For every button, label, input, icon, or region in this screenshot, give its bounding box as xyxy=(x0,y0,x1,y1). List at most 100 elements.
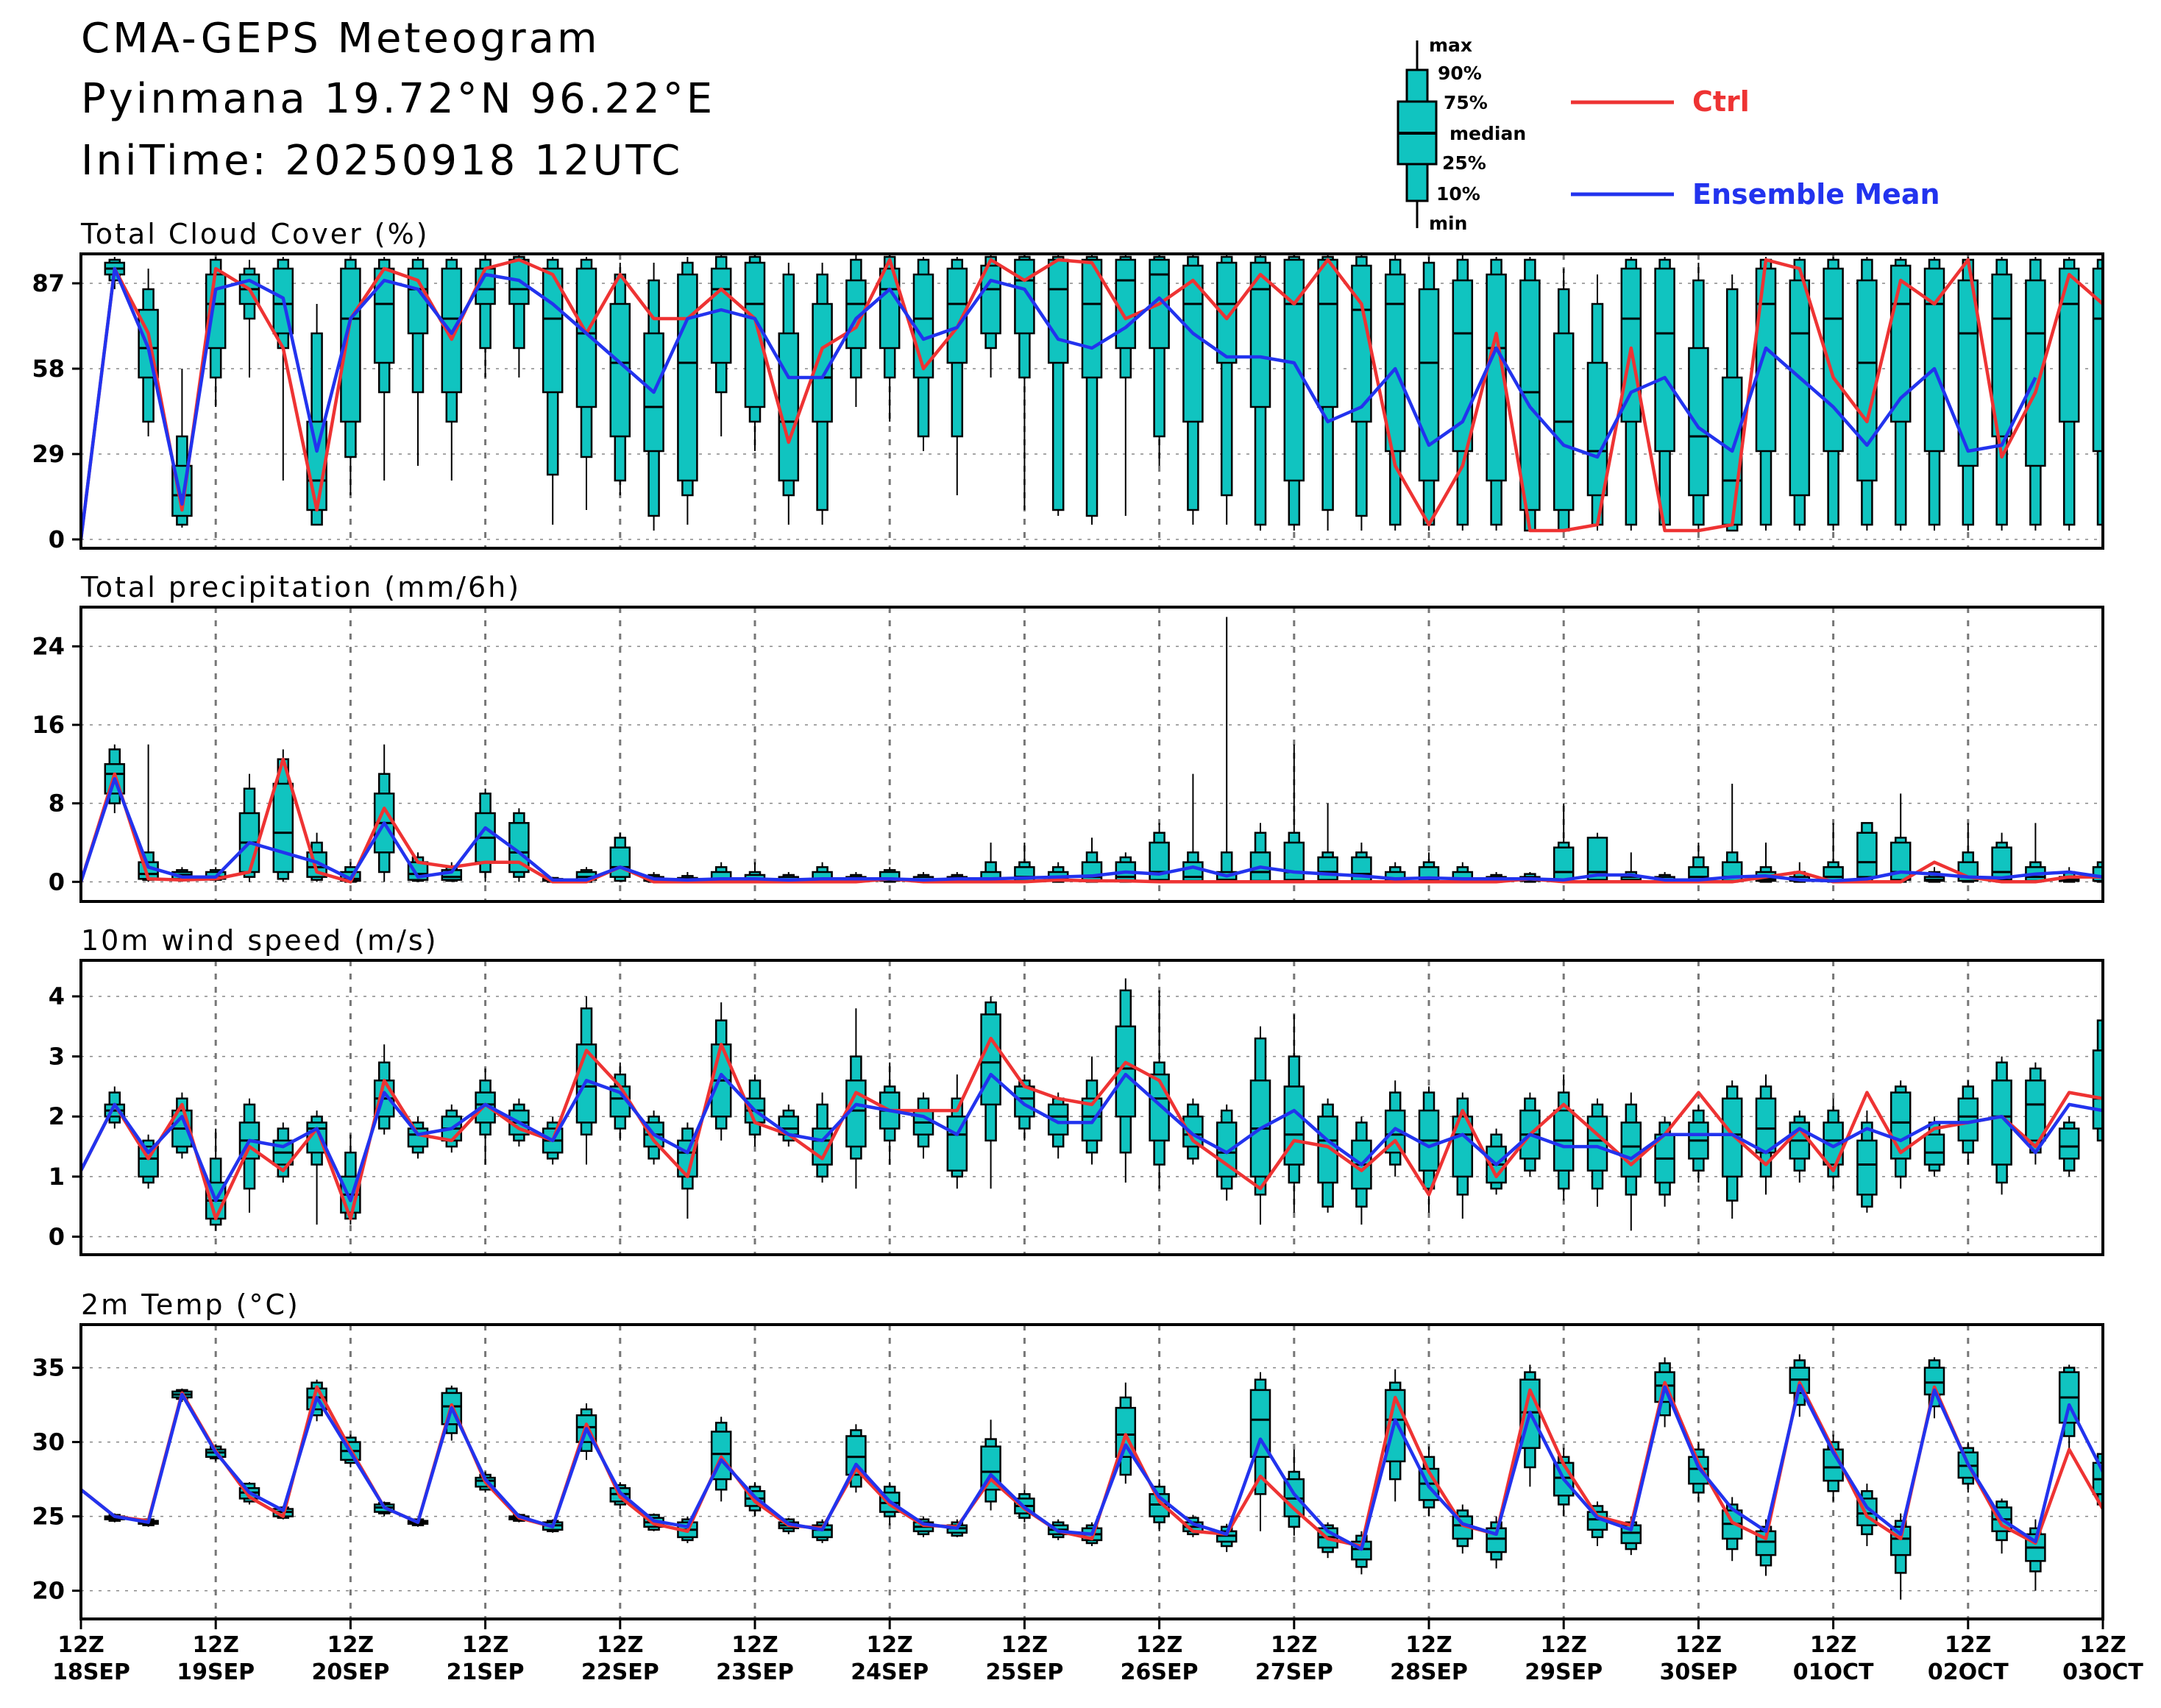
y-tick-label: 35 xyxy=(32,1354,65,1382)
box-inner xyxy=(1991,846,2012,881)
x-tick-label-date: 02OCT xyxy=(1928,1659,2009,1685)
box-inner xyxy=(2127,274,2146,466)
panel-plot-area xyxy=(81,978,2146,1231)
legend-p25-label: 25% xyxy=(1442,152,1486,174)
x-tick-label-hour: 12Z xyxy=(2079,1632,2126,1658)
x-tick-label-hour: 12Z xyxy=(1136,1632,1183,1658)
x-tick-label-date: 29SEP xyxy=(1525,1659,1603,1685)
box-inner xyxy=(2058,1127,2080,1160)
panel-plot-area xyxy=(81,1354,2103,1600)
box-inner xyxy=(1317,856,1338,881)
box-inner xyxy=(1418,288,1440,482)
box-inner xyxy=(1654,1371,1675,1403)
panels: Total Cloud Cover (%) 0 29 58 87 Total precip… xyxy=(32,218,2146,1620)
panel-title: Total Cloud Cover (%) xyxy=(80,218,430,250)
box-inner xyxy=(1014,1085,1035,1118)
box-inner xyxy=(1654,267,1675,453)
x-tick-label-hour: 12Z xyxy=(731,1632,778,1658)
x-tick-label-date: 26SEP xyxy=(1121,1659,1199,1685)
box-inner xyxy=(744,261,766,408)
box-inner xyxy=(407,1127,429,1148)
box-outer xyxy=(2132,260,2142,525)
x-axis: 12Z18SEP12Z19SEP12Z20SEP12Z21SEP12Z22SEP… xyxy=(52,1619,2143,1685)
box-inner xyxy=(1620,267,1642,423)
panel-0: Total Cloud Cover (%) 0 29 58 87 xyxy=(32,218,2146,553)
y-tick-label: 24 xyxy=(32,632,65,660)
box-inner xyxy=(2127,1080,2146,1128)
location-label: Pyinmana 19.72°N 96.22°E xyxy=(81,75,716,123)
box-inner xyxy=(1081,861,1103,882)
mean-series-line xyxy=(81,1072,2103,1202)
box-inner xyxy=(1014,258,1035,335)
ctrl-series-line xyxy=(81,258,2103,540)
x-tick-label-hour: 12Z xyxy=(462,1632,509,1658)
y-tick-label: 30 xyxy=(32,1428,65,1456)
mean-series-line xyxy=(81,1383,2103,1551)
legend-mean-label: Ensemble Mean xyxy=(1692,178,1940,210)
x-tick-label-date: 28SEP xyxy=(1390,1659,1468,1685)
panel-3: 2m Temp (°C) 20 25 30 35 xyxy=(32,1289,2104,1620)
box-outer xyxy=(2132,1069,2142,1147)
x-tick-label-hour: 12Z xyxy=(1540,1632,1587,1658)
header: CMA-GEPS Meteogram Pyinmana 19.72°N 96.2… xyxy=(0,0,2161,243)
box-inner xyxy=(1047,1103,1069,1135)
box-inner xyxy=(1182,264,1204,423)
box-inner xyxy=(946,1115,968,1172)
y-tick-label: 25 xyxy=(32,1503,65,1531)
panel-frame xyxy=(79,959,2104,1256)
box-inner xyxy=(575,267,597,408)
legend-p90-label: 90% xyxy=(1438,63,1482,84)
box-inner xyxy=(2092,267,2103,453)
x-tick-label-date: 22SEP xyxy=(581,1659,659,1685)
legend-min-label: min xyxy=(1429,213,1467,234)
panel-plot-area xyxy=(81,617,2103,884)
legend: max 90% 75% median 25% 10% min Ctrl Ense… xyxy=(1397,35,1940,234)
y-tick-label: 20 xyxy=(32,1577,65,1605)
panel-2: 10m wind speed (m/s) 0 1 2 3 4 xyxy=(49,924,2146,1256)
x-tick-label-hour: 12Z xyxy=(597,1632,644,1658)
y-tick-label: 2 xyxy=(49,1102,65,1130)
box-inner xyxy=(1856,279,1878,482)
box-inner xyxy=(272,782,294,874)
x-tick-label-date: 19SEP xyxy=(177,1659,255,1685)
box-inner xyxy=(1115,258,1137,350)
box-inner xyxy=(980,264,1001,335)
y-tick-label: 1 xyxy=(49,1163,65,1191)
y-tick-label: 29 xyxy=(32,440,65,468)
x-tick-label-date: 27SEP xyxy=(1255,1659,1333,1685)
box-inner xyxy=(1249,261,1271,408)
box-inner xyxy=(1923,1133,1945,1166)
y-tick-label: 0 xyxy=(49,525,65,553)
box-inner xyxy=(1351,264,1372,423)
legend-p75-label: 75% xyxy=(1444,92,1488,113)
box-inner xyxy=(1957,1097,1979,1142)
panel-frame xyxy=(79,1323,2104,1620)
x-tick-label-hour: 12Z xyxy=(1001,1632,1048,1658)
y-tick-label: 58 xyxy=(32,355,65,383)
box-inner xyxy=(778,332,800,482)
x-tick-label-hour: 12Z xyxy=(1271,1632,1318,1658)
box-inner xyxy=(643,332,664,453)
box-inner xyxy=(2025,1080,2046,1142)
box-inner xyxy=(373,267,395,364)
legend-ctrl-label: Ctrl xyxy=(1692,85,1750,118)
box-inner xyxy=(609,846,631,878)
box-inner xyxy=(1957,279,1979,467)
box-inner xyxy=(1283,841,1305,881)
panel-frame xyxy=(79,606,2104,903)
legend-median-label: median xyxy=(1449,123,1526,144)
y-tick-label: 0 xyxy=(49,1223,65,1251)
x-tick-label-hour: 12Z xyxy=(1405,1632,1452,1658)
panel-title: 10m wind speed (m/s) xyxy=(81,924,439,957)
x-tick-label-date: 03OCT xyxy=(2062,1659,2143,1685)
box-inner xyxy=(1688,347,1709,497)
box-inner xyxy=(1889,1091,1912,1160)
x-tick-label-date: 25SEP xyxy=(985,1659,1063,1685)
y-tick-label: 4 xyxy=(49,982,65,1010)
x-tick-label-date: 23SEP xyxy=(716,1659,794,1685)
box-inner xyxy=(1721,1097,1743,1178)
legend-max-label: max xyxy=(1429,35,1472,56)
box-inner xyxy=(1553,846,1575,881)
x-tick-label-date: 21SEP xyxy=(447,1659,525,1685)
